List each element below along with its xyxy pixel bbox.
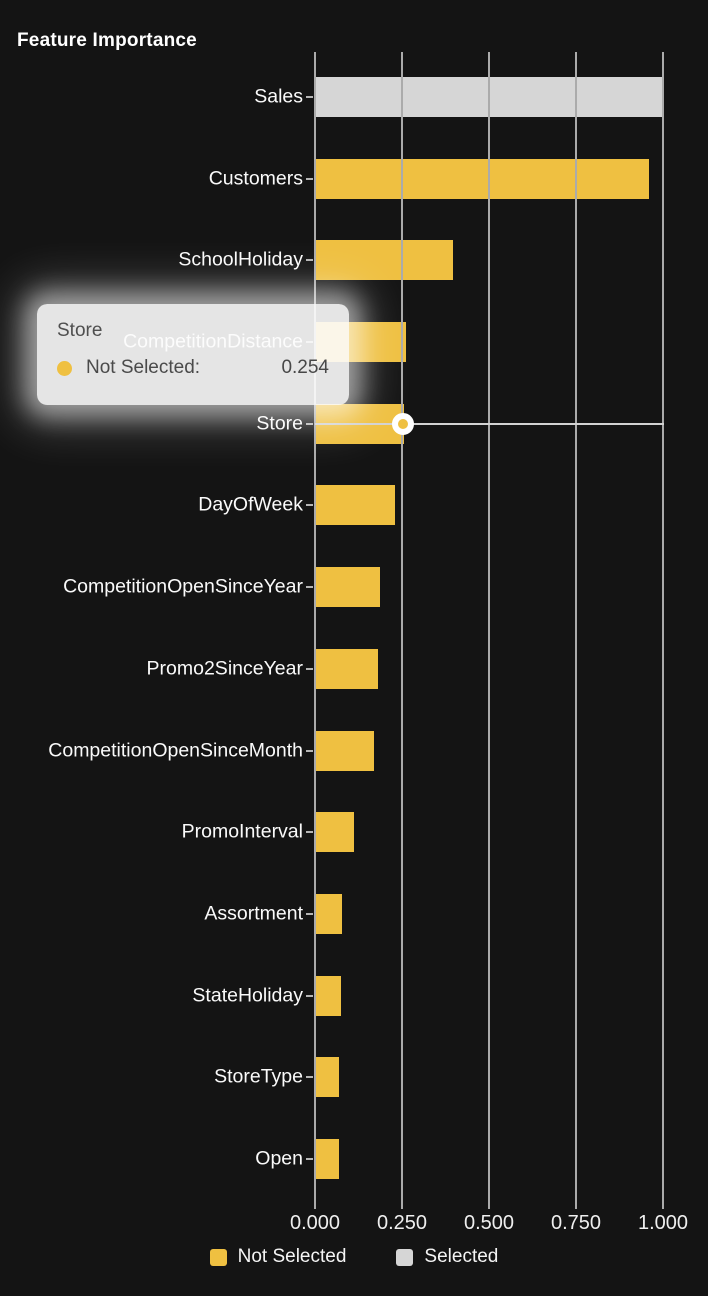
not-selected-swatch-icon (209, 1248, 227, 1266)
y-axis-line (314, 52, 316, 1200)
y-axis-tick (306, 177, 313, 180)
chart-row: StateHoliday (0, 955, 708, 1037)
x-axis-tick-label: 1.000 (637, 1212, 689, 1234)
bar[interactable] (316, 485, 395, 526)
hover-tooltip: Store Not Selected: 0.254 (37, 304, 349, 405)
legend-item-selected[interactable]: Selected (396, 1246, 498, 1268)
y-axis-tick (306, 667, 313, 670)
tooltip-value: 0.254 (281, 357, 329, 378)
bar[interactable] (316, 240, 453, 281)
hover-marker-icon (392, 412, 415, 435)
x-axis-tick-label: 0.250 (376, 1212, 428, 1234)
x-axis-tick (314, 1200, 316, 1209)
y-axis-tick (306, 422, 313, 425)
series-dot-icon (57, 360, 72, 376)
chart-row: Open (0, 1118, 708, 1200)
chart-row: SchoolHoliday (0, 219, 708, 301)
y-axis-tick (306, 994, 313, 997)
y-axis-category-label: Customers (208, 167, 303, 190)
bar[interactable] (316, 730, 374, 771)
selected-swatch-icon (396, 1248, 414, 1266)
x-axis-tick (488, 1200, 490, 1209)
bar[interactable] (316, 76, 664, 117)
y-axis-category-label: Store (256, 412, 303, 435)
legend-item-not-selected[interactable]: Not Selected (209, 1246, 347, 1268)
tooltip-series-label: Not Selected: (86, 357, 201, 378)
y-axis-tick (306, 749, 313, 752)
x-axis-tick-label: 0.500 (463, 1212, 515, 1234)
y-axis-category-label: StoreType (214, 1065, 303, 1088)
x-axis-tick (662, 1200, 664, 1209)
gridline (662, 52, 664, 1200)
legend: Not Selected Selected (0, 1246, 708, 1268)
y-axis-category-label: CompetitionOpenSinceMonth (48, 739, 303, 762)
chart-row: DayOfWeek (0, 465, 708, 547)
x-axis-tick-label: 0.750 (550, 1212, 602, 1234)
y-axis-category-label: PromoInterval (181, 820, 303, 843)
y-axis-tick (306, 95, 313, 98)
y-axis-category-label: StateHoliday (192, 984, 303, 1007)
chart-row: PromoInterval (0, 791, 708, 873)
x-axis-tick-label: 0.000 (289, 1212, 341, 1234)
y-axis-category-label: Promo2SinceYear (146, 657, 303, 680)
y-axis-category-label: Sales (254, 85, 303, 108)
bar[interactable] (316, 812, 354, 853)
chart-row: Promo2SinceYear (0, 628, 708, 710)
bar[interactable] (316, 975, 341, 1016)
y-axis-tick (306, 586, 313, 589)
y-axis-tick (306, 259, 313, 262)
tooltip-series-row: Not Selected: 0.254 (57, 357, 329, 379)
gridline (575, 52, 577, 1200)
y-axis-tick (306, 831, 313, 834)
hover-crosshair-line (315, 422, 664, 425)
y-axis-tick (306, 912, 313, 915)
legend-label-selected: Selected (424, 1246, 499, 1267)
gridline (488, 52, 490, 1200)
chart-row: CompetitionOpenSinceYear (0, 546, 708, 628)
y-axis-category-label: Assortment (204, 902, 303, 925)
tooltip-category: Store (57, 320, 103, 341)
x-axis-tick (401, 1200, 403, 1209)
chart-row: StoreType (0, 1037, 708, 1119)
bar[interactable] (316, 648, 378, 689)
chart-row: Assortment (0, 873, 708, 955)
y-axis-tick (306, 504, 313, 507)
y-axis-category-label: SchoolHoliday (178, 248, 303, 271)
x-axis-tick (575, 1200, 577, 1209)
y-axis-category-label: DayOfWeek (198, 493, 303, 516)
bar[interactable] (316, 1057, 339, 1098)
bar[interactable] (316, 158, 649, 199)
y-axis-category-label: CompetitionOpenSinceYear (63, 575, 303, 598)
chart-row: CompetitionOpenSinceMonth (0, 710, 708, 792)
bar[interactable] (316, 1139, 339, 1180)
legend-label-not-selected: Not Selected (237, 1246, 347, 1267)
chart-title: Feature Importance (17, 30, 197, 51)
bar[interactable] (316, 567, 380, 608)
gridline (401, 52, 403, 1200)
chart-row: Sales (0, 56, 708, 138)
y-axis-tick (306, 1158, 313, 1161)
chart-row: Customers (0, 138, 708, 220)
bar[interactable] (316, 893, 342, 934)
y-axis-category-label: Open (255, 1147, 303, 1170)
y-axis-tick (306, 1076, 313, 1079)
